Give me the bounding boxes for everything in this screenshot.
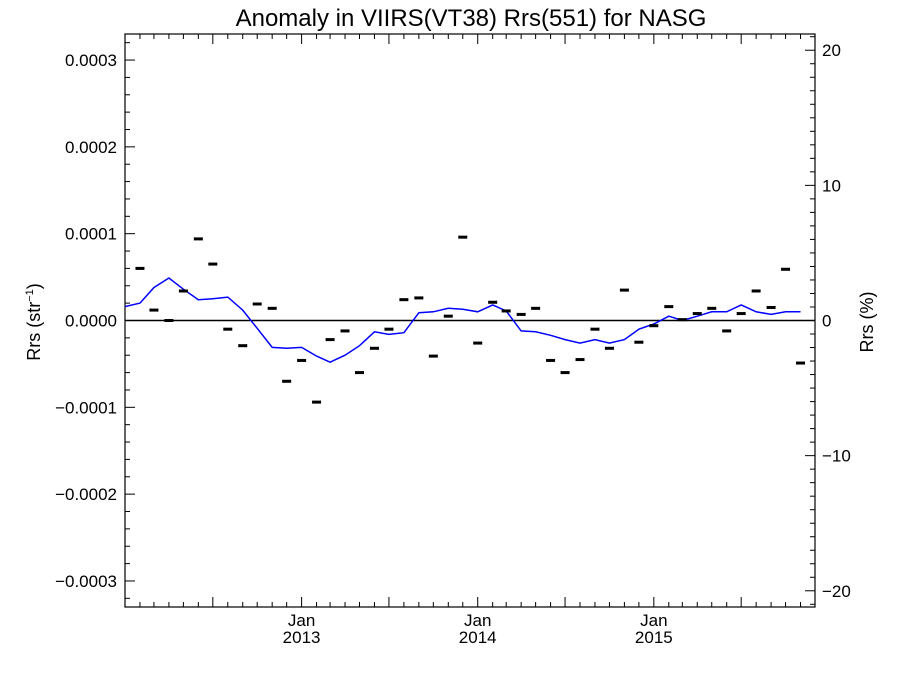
- data-point-marker: [488, 300, 498, 304]
- data-point-marker: [560, 371, 570, 375]
- data-point-marker: [428, 354, 438, 358]
- anomaly-marker-series: [135, 235, 806, 404]
- data-point-marker: [238, 344, 248, 348]
- y-tick-label: 0.0000: [65, 312, 117, 331]
- data-point-marker: [796, 361, 806, 365]
- data-point-marker: [355, 371, 365, 375]
- data-point-marker: [282, 379, 292, 383]
- y-tick-label: 0.0003: [65, 51, 117, 70]
- y2-tick-label: 0: [822, 312, 831, 331]
- data-point-marker: [297, 358, 307, 362]
- y2-tick-label: 10: [822, 176, 841, 195]
- x-tick-label-month: Jan: [640, 611, 667, 630]
- data-point-marker: [135, 266, 145, 270]
- data-point-marker: [252, 302, 262, 306]
- y-axis-label-superscript: −1: [24, 289, 36, 302]
- data-point-marker: [149, 308, 159, 312]
- data-point-marker: [722, 329, 732, 333]
- data-point-marker: [604, 346, 614, 350]
- y2-axis-label: Rrs (%): [857, 292, 877, 353]
- data-point-marker: [707, 306, 717, 310]
- data-point-marker: [164, 319, 174, 322]
- y-axis-label: Rrs (str−1): [24, 283, 44, 361]
- data-point-marker: [751, 289, 761, 293]
- data-point-marker: [781, 267, 791, 271]
- x-tick-label-month: Jan: [464, 611, 491, 630]
- x-tick-label-month: Jan: [288, 611, 315, 630]
- y-axis-left: 0.0003 0.0002 0.0001 0.0000 −0.0001 −0.0002 −0…: [55, 42, 135, 599]
- data-point-marker: [736, 312, 746, 316]
- data-point-marker: [546, 358, 556, 362]
- x-tick-label-year: 2013: [283, 628, 321, 647]
- data-point-marker: [443, 314, 453, 318]
- y-tick-label: −0.0002: [55, 485, 117, 504]
- data-point-marker: [516, 312, 526, 316]
- y-tick-label: 0.0001: [65, 225, 117, 244]
- data-point-marker: [590, 327, 600, 331]
- data-point-marker: [619, 288, 629, 292]
- data-point-marker: [473, 341, 483, 345]
- data-point-marker: [267, 306, 277, 310]
- y2-tick-label: 20: [822, 41, 841, 60]
- y2-tick-label: −20: [822, 582, 851, 601]
- y-tick-label: −0.0003: [55, 572, 117, 591]
- data-point-marker: [384, 327, 394, 331]
- data-point-marker: [340, 329, 350, 333]
- data-point-marker: [634, 340, 644, 344]
- data-point-marker: [312, 400, 322, 404]
- data-point-marker: [208, 262, 218, 266]
- anomaly-line-series: [124, 277, 801, 364]
- data-point-marker: [692, 312, 702, 316]
- data-point-marker: [531, 306, 541, 310]
- x-tick-label-year: 2014: [459, 628, 497, 647]
- anomaly-line: [124, 277, 801, 364]
- y-axis-label-main: Rrs (str: [24, 302, 44, 361]
- data-point-marker: [501, 309, 511, 313]
- data-point-marker: [178, 289, 188, 293]
- data-point-marker: [458, 235, 468, 239]
- data-point-marker: [649, 324, 659, 328]
- data-point-marker: [399, 298, 409, 302]
- chart-title: Anomaly in VIIRS(VT38) Rrs(551) for NASG: [236, 5, 707, 32]
- data-point-marker: [325, 338, 335, 342]
- data-point-marker: [766, 305, 776, 309]
- y-axis-right: 20 10 0 −10 −20: [805, 36, 851, 605]
- y-tick-label: 0.0002: [65, 138, 117, 157]
- y-axis-label-close: ): [24, 283, 44, 289]
- data-point-marker: [664, 305, 674, 309]
- data-point-marker: [223, 327, 233, 331]
- data-point-marker: [193, 237, 203, 241]
- data-point-marker: [575, 358, 585, 362]
- data-point-marker: [677, 318, 687, 322]
- y2-tick-label: −10: [822, 447, 851, 466]
- data-point-marker: [369, 346, 379, 350]
- y-tick-label: −0.0001: [55, 398, 117, 417]
- x-tick-label-year: 2015: [635, 628, 673, 647]
- data-point-marker: [414, 296, 424, 300]
